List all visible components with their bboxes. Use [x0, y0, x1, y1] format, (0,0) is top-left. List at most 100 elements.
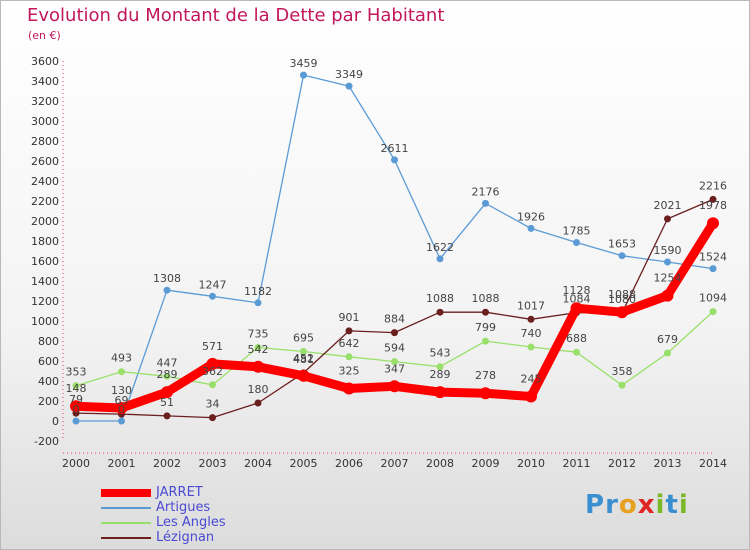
data-point — [252, 360, 264, 373]
data-point — [163, 286, 171, 294]
data-label: 695 — [293, 332, 314, 345]
x-tick-label: 2002 — [153, 457, 181, 470]
data-label: 245 — [521, 373, 542, 386]
data-label: 1080 — [608, 293, 636, 306]
legend-item: JARRET — [101, 485, 301, 500]
data-label: 1590 — [654, 244, 682, 257]
data-label: 1785 — [563, 225, 591, 238]
data-label: 148 — [66, 382, 87, 395]
data-point — [709, 265, 717, 273]
data-point — [118, 368, 125, 376]
data-point — [664, 215, 671, 223]
logo-letter: x — [637, 490, 656, 520]
data-label: 884 — [384, 313, 405, 326]
x-tick-label: 2008 — [426, 457, 454, 470]
x-tick-label: 2001 — [108, 457, 136, 470]
data-point — [209, 381, 216, 389]
data-label: 2216 — [699, 179, 727, 192]
data-point — [209, 292, 216, 300]
data-label: 452 — [293, 352, 314, 365]
data-label: 1088 — [608, 288, 636, 301]
data-point — [345, 353, 353, 361]
y-tick-label: 3200 — [31, 95, 59, 108]
y-tick-label: 3600 — [31, 55, 59, 68]
y-tick-label: 1200 — [31, 295, 59, 308]
data-label: 543 — [430, 347, 451, 360]
x-tick-label: 2005 — [290, 457, 318, 470]
data-point — [345, 82, 353, 90]
x-tick-label: 2009 — [472, 457, 500, 470]
data-label: 3459 — [290, 57, 318, 70]
legend-label: JARRET — [156, 485, 203, 500]
y-tick-label: 2800 — [31, 135, 59, 148]
data-point — [527, 224, 535, 232]
data-label: 358 — [612, 365, 633, 378]
x-tick-label: 2004 — [244, 457, 272, 470]
data-label: 799 — [475, 321, 496, 334]
data-point — [618, 252, 626, 260]
data-label: 2021 — [654, 199, 682, 212]
proxiti-logo: Proxiti — [585, 490, 689, 520]
x-tick-label: 2007 — [381, 457, 409, 470]
y-tick-label: 2000 — [31, 215, 59, 228]
data-point — [161, 386, 173, 399]
legend-item: Artigues — [101, 500, 301, 515]
data-label: 2176 — [472, 185, 500, 198]
data-label: 571 — [202, 340, 223, 353]
series-jarret — [70, 217, 719, 414]
data-label: 688 — [566, 332, 587, 345]
series-artigues — [72, 71, 717, 425]
data-label: 447 — [157, 356, 178, 369]
data-label: 679 — [657, 333, 678, 346]
y-tick-label: 800 — [38, 335, 59, 348]
data-label: 0 — [73, 403, 80, 416]
data-label: 362 — [202, 365, 223, 378]
data-point — [707, 217, 719, 230]
x-tick-label: 2012 — [608, 457, 636, 470]
data-label: 642 — [339, 337, 360, 350]
unit-label: (en €) — [28, 29, 61, 42]
y-tick-label: 1800 — [31, 235, 59, 248]
data-point — [391, 358, 398, 366]
data-point — [573, 348, 580, 356]
legend-label: Artigues — [156, 500, 211, 515]
data-label: 1182 — [244, 285, 272, 298]
data-point — [436, 255, 444, 263]
x-tick-label: 2010 — [517, 457, 545, 470]
data-point — [618, 381, 626, 389]
data-point — [525, 390, 537, 403]
y-tick-label: 400 — [38, 375, 59, 388]
data-label: 325 — [339, 365, 360, 378]
logo-letter: t — [665, 490, 679, 520]
data-point — [434, 386, 446, 399]
data-label: 1128 — [563, 284, 591, 297]
data-label: 901 — [339, 311, 360, 324]
logo-letter: P — [585, 490, 606, 520]
y-tick-label: 0 — [52, 415, 59, 428]
data-point — [573, 239, 580, 246]
data-point — [616, 306, 628, 319]
data-label: 289 — [430, 368, 451, 381]
legend-swatch — [101, 537, 151, 539]
data-label: 3349 — [335, 68, 363, 81]
data-point — [664, 349, 671, 357]
y-tick-label: 1600 — [31, 255, 59, 268]
data-point — [345, 327, 353, 335]
data-point — [436, 363, 444, 371]
data-label: 289 — [157, 368, 178, 381]
data-point — [391, 329, 398, 337]
logo-letter: r — [605, 490, 619, 520]
data-point — [391, 156, 398, 164]
y-tick-label: 2600 — [31, 155, 59, 168]
data-label: 735 — [248, 328, 269, 341]
data-point — [70, 400, 82, 413]
data-label: 1622 — [426, 241, 454, 254]
data-point — [661, 289, 674, 302]
data-label: 180 — [248, 383, 269, 396]
data-label: 1094 — [699, 292, 727, 305]
data-point — [570, 302, 583, 315]
legend-label: Les Angles — [156, 515, 226, 530]
data-label: 69 — [115, 394, 129, 407]
